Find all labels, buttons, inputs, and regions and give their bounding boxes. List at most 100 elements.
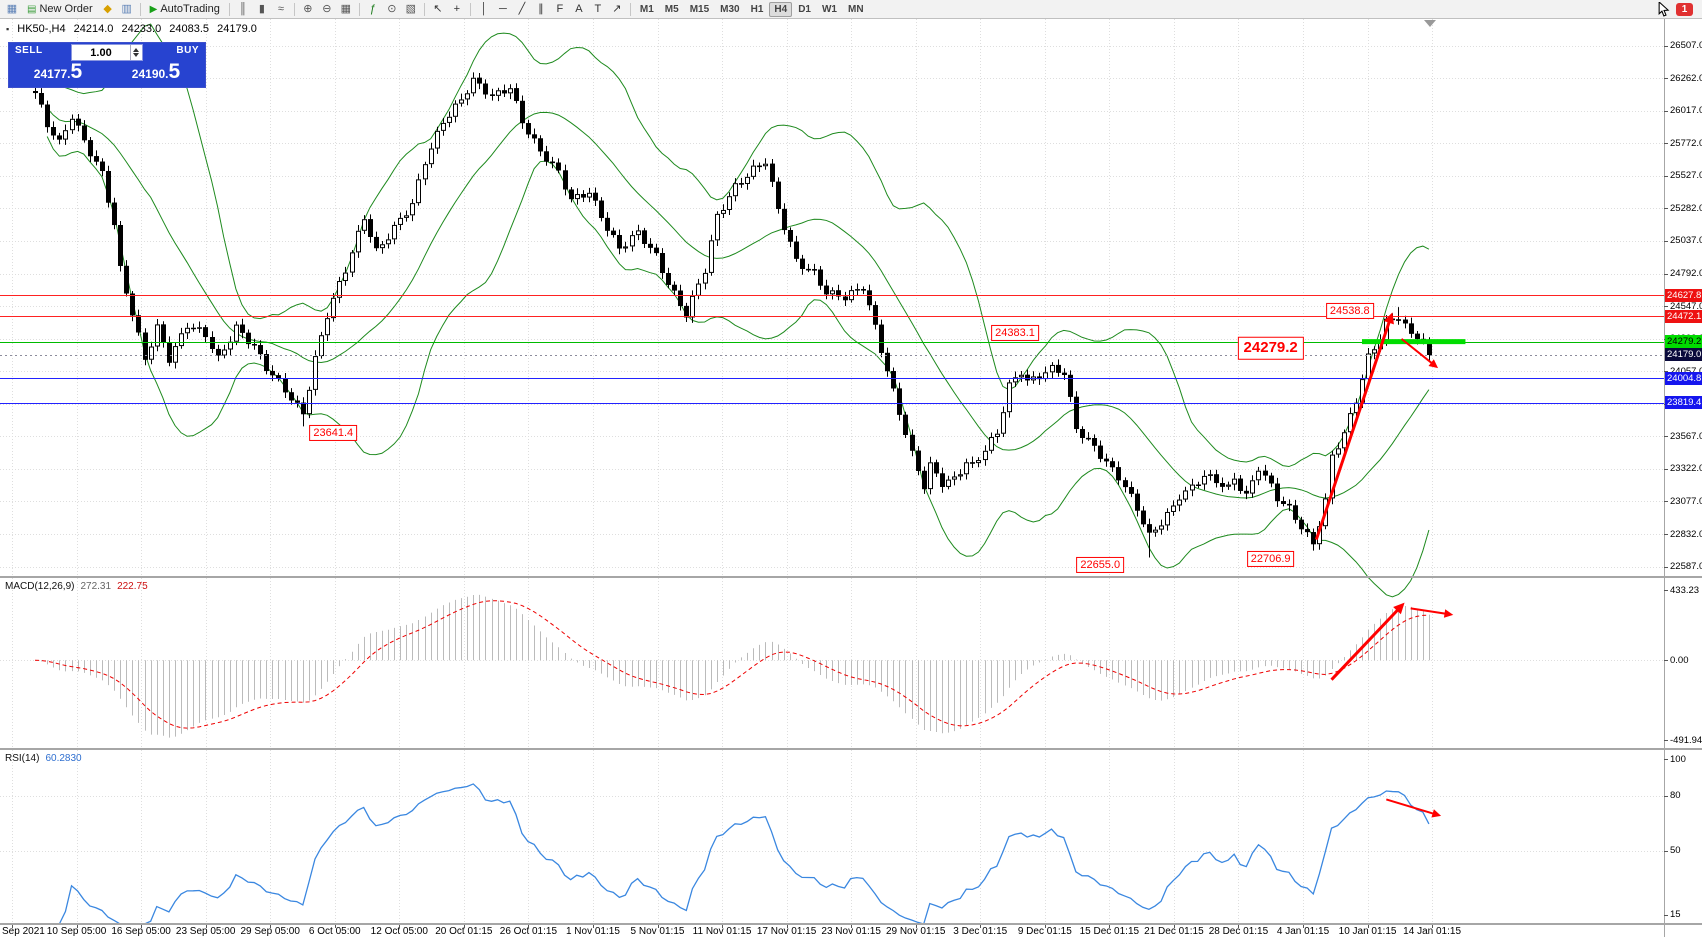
volume-up-button[interactable] <box>131 45 142 53</box>
rsi-indicator-label: RSI(14) 60.2830 <box>5 753 82 764</box>
volume-down-button[interactable] <box>131 52 142 61</box>
time-axis-label: 16 Sep 05:00 <box>111 926 171 937</box>
macd-axis-label: 0.00 <box>1670 654 1689 666</box>
autotrading-button-label: AutoTrading <box>160 3 220 15</box>
bar-chart-icon[interactable]: ║ <box>238 3 247 15</box>
market-watch-icon[interactable]: ▥ <box>121 3 132 15</box>
toolbar-separator <box>293 2 295 16</box>
timeframe-d1-button[interactable]: D1 <box>798 3 811 15</box>
price-axis-label: 23077.0 <box>1670 495 1702 507</box>
price-axis-tag: 24279.2 <box>1665 335 1702 349</box>
new-order-button[interactable]: ▤ New Order <box>22 1 98 17</box>
price-annotation[interactable]: 23641.4 <box>309 424 358 441</box>
time-axis-label: 26 Oct 01:15 <box>499 926 558 937</box>
price-annotation[interactable]: 24538.8 <box>1325 302 1374 320</box>
toolbar: ▦ ▤ New Order ◆ ▥ ▶ AutoTrading ║ ▮ ≈ ⊕ ⊖ ▦ ƒ ⊙ ▧ ↖ + │ ─ ╱ ∥… <box>0 0 1702 19</box>
buy-price: 24190.5 <box>131 60 181 83</box>
metaeditor-icon[interactable]: ◆ <box>103 3 112 15</box>
time-axis-label: 29 Sep 05:00 <box>240 926 300 937</box>
time-axis-label: 10 Jan 01:15 <box>1338 926 1397 937</box>
rsi-axis-label: 80 <box>1670 790 1681 802</box>
new-order-button-icon: ▤ <box>27 3 37 15</box>
channel-icon[interactable]: ∥ <box>538 3 544 15</box>
time-axis-label: 14 Jan 01:15 <box>1403 926 1462 937</box>
notification-badge[interactable]: 1 <box>1676 2 1693 16</box>
trendline-icon[interactable]: ╱ <box>518 3 526 15</box>
toolbar-separator <box>228 2 230 16</box>
sell-label: SELL <box>15 45 43 56</box>
fibonacci-icon[interactable]: F <box>556 3 564 15</box>
buy-label: BUY <box>176 45 199 56</box>
toolbar-separator <box>423 2 425 16</box>
price-axis-label: 22832.0 <box>1670 528 1702 540</box>
timeframe-w1-button[interactable]: W1 <box>821 3 837 15</box>
label-icon[interactable]: T <box>594 3 602 15</box>
rsi-axis-label: 50 <box>1670 845 1681 857</box>
price-axis-label: 25282.0 <box>1670 202 1702 214</box>
price-axis-label: 26262.0 <box>1670 72 1702 84</box>
price-annotation[interactable]: 24383.1 <box>991 325 1039 342</box>
price-annotation[interactable]: 22655.0 <box>1076 556 1125 573</box>
macd-indicator-label: MACD(12,26,9) 272.31 222.75 <box>5 581 148 592</box>
time-axis-label: 28 Dec 01:15 <box>1208 926 1269 937</box>
time-axis-label: 4 Jan 01:15 <box>1276 926 1330 937</box>
indicators-icon[interactable]: ƒ <box>369 3 376 15</box>
ohlc-open: 24214.0 <box>73 23 114 35</box>
cursor-icon[interactable]: ↖ <box>433 3 443 15</box>
timeframe-h1-button[interactable]: H1 <box>750 3 764 15</box>
toolbar-separator <box>469 2 471 16</box>
ohlc-low: 24083.5 <box>169 23 210 35</box>
timeframe-m15-button[interactable]: M15 <box>689 3 710 15</box>
price-annotation[interactable]: 24279.2 <box>1237 336 1304 360</box>
time-axis-label: 10 Sep 05:00 <box>46 926 107 937</box>
timeframe-mn-button[interactable]: MN <box>847 3 864 15</box>
vertical-line-icon[interactable]: │ <box>480 3 488 15</box>
time-axis-label: 15 Dec 01:15 <box>1079 926 1140 937</box>
timeframe-m30-button[interactable]: M30 <box>720 3 740 15</box>
price-annotation[interactable]: 22706.9 <box>1246 550 1295 567</box>
price-axis-label: 24547.0 <box>1670 300 1702 312</box>
price-axis-tag: 24627.8 <box>1665 288 1702 302</box>
rsi-axis-label: 15 <box>1670 909 1681 921</box>
timeframe-h4-button[interactable]: H4 <box>769 1 793 17</box>
templates-icon[interactable]: ▧ <box>405 3 417 15</box>
volume-stepper <box>130 45 142 60</box>
time-axis-label: 3 Dec 01:15 <box>953 926 1008 937</box>
time-axis-label: 6 Oct 05:00 <box>308 926 361 937</box>
ohlc-close: 24179.0 <box>217 23 257 35</box>
time-axis-label: 5 Nov 01:15 <box>630 926 685 937</box>
tile-windows-icon[interactable]: ▦ <box>340 3 352 15</box>
price-axis-label: 22587.0 <box>1670 561 1702 573</box>
time-axis-label: 20 Oct 01:15 <box>435 926 493 937</box>
line-chart-icon[interactable]: ≈ <box>277 3 284 15</box>
price-axis-tag: 23819.4 <box>1665 396 1702 410</box>
price-axis-tag: 24004.8 <box>1665 371 1702 385</box>
price-axis-label: 24792.0 <box>1670 268 1702 279</box>
macd-axis-label: -491.94 <box>1670 734 1702 746</box>
zoom-in-icon[interactable]: ⊕ <box>303 3 313 15</box>
time-axis-label: 29 Nov 01:15 <box>885 926 946 937</box>
toolbar-separator <box>139 2 141 16</box>
timeframe-m5-button[interactable]: M5 <box>664 3 679 15</box>
charts-window-icon[interactable]: ▦ <box>6 3 18 15</box>
text-icon[interactable]: A <box>575 3 583 15</box>
periods-icon[interactable]: ⊙ <box>387 3 397 15</box>
horizontal-line-icon[interactable]: ─ <box>498 3 507 15</box>
zoom-out-icon[interactable]: ⊖ <box>322 3 332 15</box>
chart-ohlc-header: ▪ HK50-,H4 24214.0 24233.0 24083.5 24179… <box>6 23 262 35</box>
time-axis-label: 17 Nov 01:15 <box>756 926 817 937</box>
candlestick-chart-icon[interactable]: ▮ <box>258 3 265 15</box>
autotrading-button[interactable]: ▶ AutoTrading <box>145 1 225 17</box>
arrows-icon[interactable]: ↗ <box>612 3 622 15</box>
new-order-button-label: New Order <box>39 3 93 15</box>
timeframe-m1-button[interactable]: M1 <box>639 3 654 15</box>
toolbar-separator <box>358 2 360 16</box>
volume-input[interactable]: 1.00 <box>71 44 143 61</box>
rsi-axis-label: 100 <box>1670 753 1686 765</box>
price-axis-label: 23322.0 <box>1670 463 1702 475</box>
price-axis-tag: 24472.1 <box>1665 309 1702 323</box>
price-axis-label: 26507.0 <box>1670 40 1702 52</box>
crosshair-icon[interactable]: + <box>453 3 461 15</box>
price-axis-label: 25037.0 <box>1670 235 1702 247</box>
